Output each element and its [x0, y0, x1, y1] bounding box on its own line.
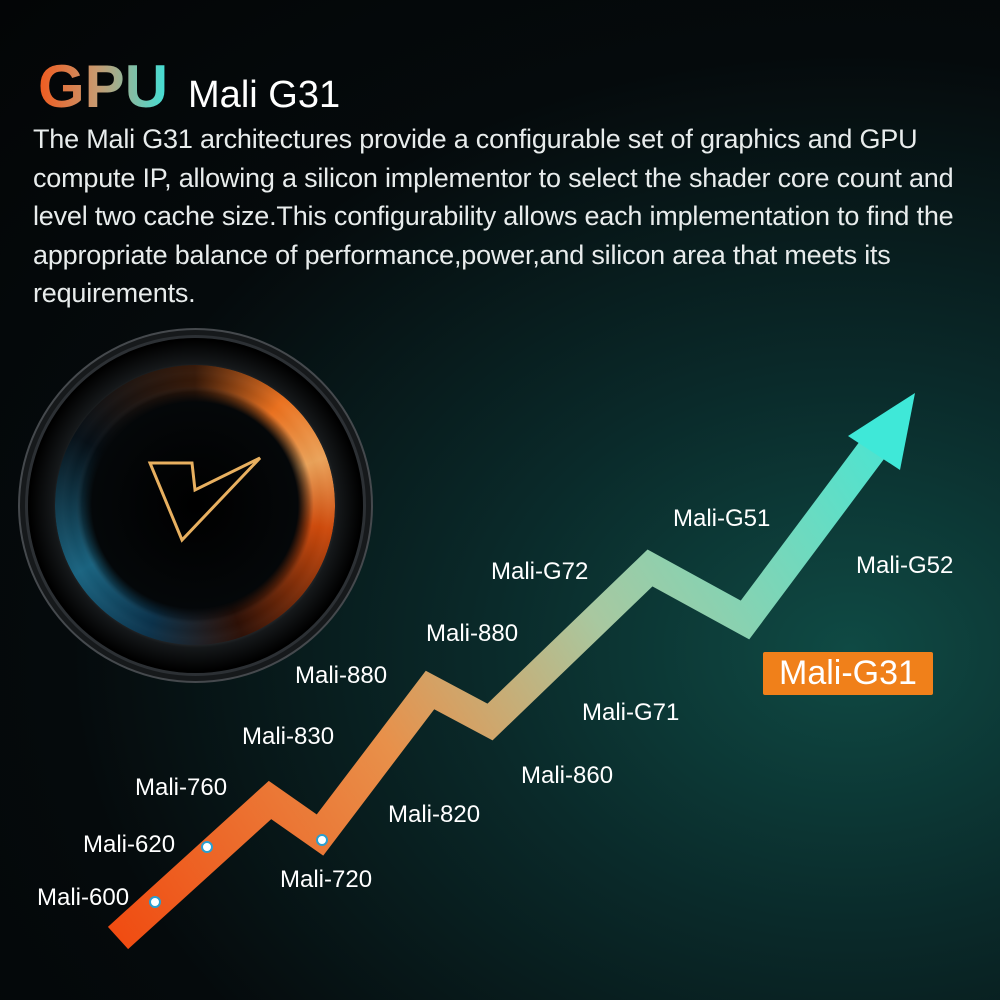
- timeline-label: Mali-880: [426, 620, 519, 647]
- timeline-label: Mali-G72: [491, 558, 589, 585]
- timeline-label: Mali-620: [83, 831, 176, 858]
- timeline-label: Mali-880: [295, 662, 388, 689]
- page-title: GPU Mali G31: [38, 52, 340, 121]
- gpu-heading: GPU: [38, 53, 169, 120]
- timeline-label: Mali-600: [37, 884, 130, 911]
- timeline-label: Mali-G52: [856, 552, 954, 579]
- trend-up-arrow-icon: [107, 441, 885, 950]
- description: The Mali G31 architectures provide a con…: [33, 124, 954, 308]
- timeline-label: Mali-860: [521, 762, 614, 789]
- timeline-label: Mali-G51: [673, 505, 771, 532]
- highlight-badge: Mali-G31: [763, 652, 933, 695]
- v-logo-icon: [147, 456, 262, 543]
- timeline-label: Mali-G71: [582, 699, 680, 726]
- model-heading: Mali G31: [188, 74, 341, 116]
- timeline-dot: [201, 841, 213, 853]
- swirl-decoration: [55, 365, 335, 645]
- timeline-label: Mali-720: [280, 866, 373, 893]
- timeline-label: Mali-760: [135, 774, 228, 801]
- timeline-label: Mali-830: [242, 723, 335, 750]
- arrow-head-icon: [848, 393, 915, 470]
- timeline-dot: [149, 896, 161, 908]
- timeline-label: Mali-820: [388, 801, 481, 828]
- timeline-dot: [316, 834, 328, 846]
